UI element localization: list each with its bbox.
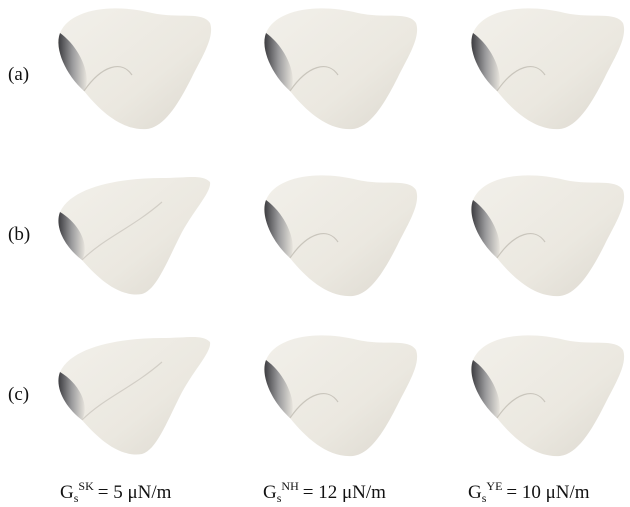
value-text: = 10 μN/m	[506, 482, 589, 503]
panel-grid	[58, 8, 624, 456]
row-label: (b)	[8, 224, 30, 245]
column-label: GsNH = 12 μN/m	[263, 479, 386, 505]
symbol: G	[60, 482, 74, 503]
row-label: (a)	[8, 64, 29, 85]
superscript: YE	[486, 479, 502, 493]
symbol: G	[468, 482, 482, 503]
column-label: GsSK = 5 μN/m	[60, 479, 172, 505]
superscript: SK	[78, 479, 94, 493]
superscript: NH	[281, 479, 299, 493]
value-text: = 12 μN/m	[303, 482, 386, 503]
symbol: G	[263, 482, 277, 503]
row-label: (c)	[8, 384, 29, 405]
figure: (a) (b) (c) GsSK= 5 μN/m GsNH= 12 μN/m G…	[0, 0, 630, 507]
subscript: s	[277, 491, 282, 505]
subscript: s	[74, 491, 79, 505]
subscript: s	[482, 491, 487, 505]
column-label: GsYE = 10 μN/m	[468, 479, 590, 505]
value-text: = 5 μN/m	[98, 482, 172, 503]
